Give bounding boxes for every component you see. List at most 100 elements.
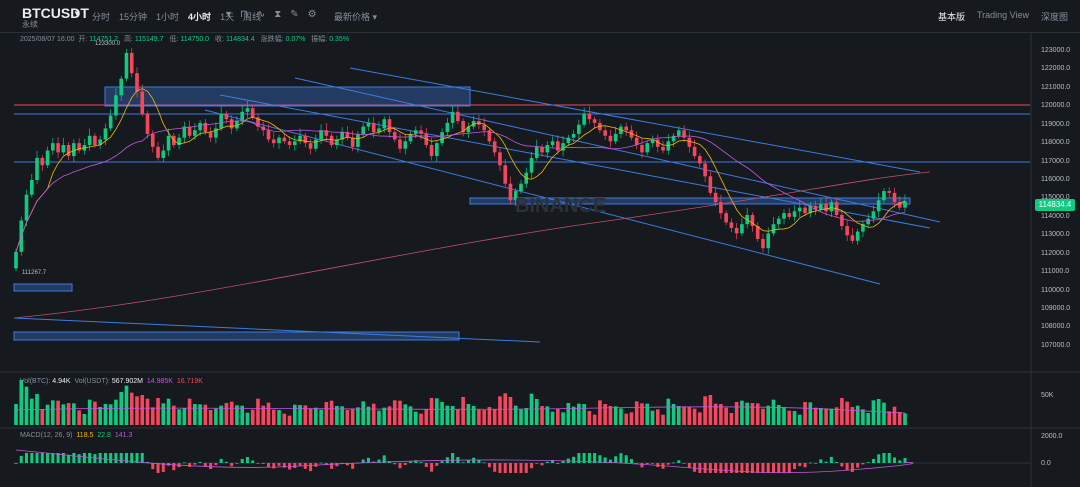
- indicators-icon[interactable]: ∿: [256, 9, 266, 20]
- volume-bar: [298, 405, 302, 425]
- price-type-select[interactable]: 最新价格 ▾: [334, 12, 378, 22]
- candle-body: [108, 115, 113, 129]
- candle-body: [566, 137, 571, 144]
- supply-zone: [104, 86, 471, 107]
- volume-bar: [277, 410, 281, 425]
- candle-body: [40, 157, 45, 166]
- candle-body: [645, 143, 650, 153]
- candle-body: [413, 130, 418, 134]
- candle-body: [340, 132, 344, 140]
- macd-bar: [235, 463, 239, 464]
- settings-icon[interactable]: ⚙: [307, 9, 317, 20]
- tab-interval-4h[interactable]: 4小时: [188, 12, 212, 22]
- volume-bar: [14, 404, 18, 425]
- macd-bar: [530, 463, 534, 469]
- volume-bar: [645, 403, 650, 425]
- volume-bar: [671, 404, 676, 425]
- volume-bar: [203, 404, 208, 425]
- candle-body: [534, 146, 539, 158]
- volume-bar: [245, 412, 250, 425]
- macd-bar: [151, 463, 155, 470]
- macd-bar: [882, 453, 886, 463]
- macd-line: [15, 449, 914, 474]
- volume-bar: [240, 405, 244, 425]
- tab-interval-15m[interactable]: 15分钟: [119, 12, 148, 22]
- candles-icon[interactable]: ⧗: [274, 9, 282, 20]
- macd-bar: [109, 453, 113, 463]
- candle-body: [787, 213, 792, 217]
- macd-bar: [556, 463, 560, 465]
- symbol-dropdown-icon[interactable]: ▼: [73, 9, 81, 18]
- macd-bar: [161, 463, 165, 472]
- candle-body: [456, 111, 460, 122]
- macd-v3: 141.3: [114, 432, 133, 439]
- candle-body: [550, 141, 555, 145]
- candle-body: [698, 156, 702, 164]
- tab-interval-1w[interactable]: 周线: [243, 12, 262, 22]
- volume-bar: [103, 404, 108, 425]
- candle-body: [335, 139, 339, 145]
- volume-bar: [250, 409, 255, 425]
- candle-body: [229, 119, 234, 129]
- tab-interval-1d[interactable]: 1天: [220, 12, 235, 22]
- macd-bar: [514, 463, 518, 473]
- chart-type-icon[interactable]: ⊓: [240, 9, 248, 20]
- candle-body: [24, 194, 29, 221]
- macd-label: MACD(12, 26, 9): [20, 432, 73, 439]
- volume-bar: [487, 407, 492, 425]
- candle-body: [729, 222, 734, 228]
- volume-bar: [229, 401, 234, 425]
- candle-body: [256, 117, 260, 127]
- macd-bar: [182, 462, 186, 464]
- vol-ma1-value: 14.985K: [146, 378, 173, 385]
- macd-bar: [335, 463, 339, 467]
- macd-bar: [256, 463, 260, 464]
- macd-bar: [282, 463, 286, 468]
- volume-bar: [161, 403, 166, 425]
- candle-body: [461, 121, 465, 133]
- volume-bar: [519, 409, 523, 425]
- candle-body: [156, 146, 160, 158]
- more-intervals-icon[interactable]: ▾: [226, 9, 232, 20]
- candle-body: [571, 133, 576, 138]
- draw-icon[interactable]: ✎: [290, 9, 299, 20]
- volume-bar: [524, 408, 529, 425]
- candle-body: [797, 207, 802, 212]
- candle-body: [482, 124, 486, 131]
- macd-bar: [293, 463, 297, 468]
- candle-body: [650, 139, 655, 144]
- volume-bar: [482, 410, 486, 425]
- candle-body: [845, 226, 849, 236]
- tab-tradingview[interactable]: Trading View: [976, 10, 1029, 20]
- candle-body: [140, 91, 145, 114]
- candle-body: [398, 139, 402, 149]
- macd-bar: [298, 463, 302, 466]
- macd-bar: [787, 463, 791, 473]
- candle-body: [640, 145, 644, 153]
- tab-interval-time[interactable]: 分时: [92, 12, 111, 22]
- macd-bar: [708, 463, 712, 473]
- tab-interval-1h[interactable]: 1小时: [156, 12, 180, 22]
- macd-bar: [503, 463, 507, 473]
- symbol-title[interactable]: BTCUSDT: [22, 5, 89, 21]
- volume-bar: [750, 403, 755, 425]
- candle-body: [345, 132, 350, 138]
- volume-bar: [850, 407, 855, 425]
- volume-bar: [887, 411, 892, 425]
- macd-bar: [840, 463, 844, 467]
- tab-depth[interactable]: 深度图: [1040, 12, 1068, 22]
- volume-bar: [356, 407, 360, 425]
- candle-body: [271, 139, 276, 144]
- candle-body: [303, 135, 308, 144]
- tab-basic[interactable]: 基本版: [937, 12, 965, 22]
- macd-axis-top: 2000.0: [1041, 433, 1063, 440]
- price-type-label: 最新价格: [334, 12, 371, 22]
- macd-bar: [77, 454, 81, 463]
- volume-bar: [892, 406, 897, 425]
- candle-body: [424, 133, 429, 145]
- volume-bar: [24, 386, 29, 425]
- candle-body: [45, 150, 50, 166]
- candle-body: [498, 152, 502, 166]
- macd-bar: [572, 456, 576, 463]
